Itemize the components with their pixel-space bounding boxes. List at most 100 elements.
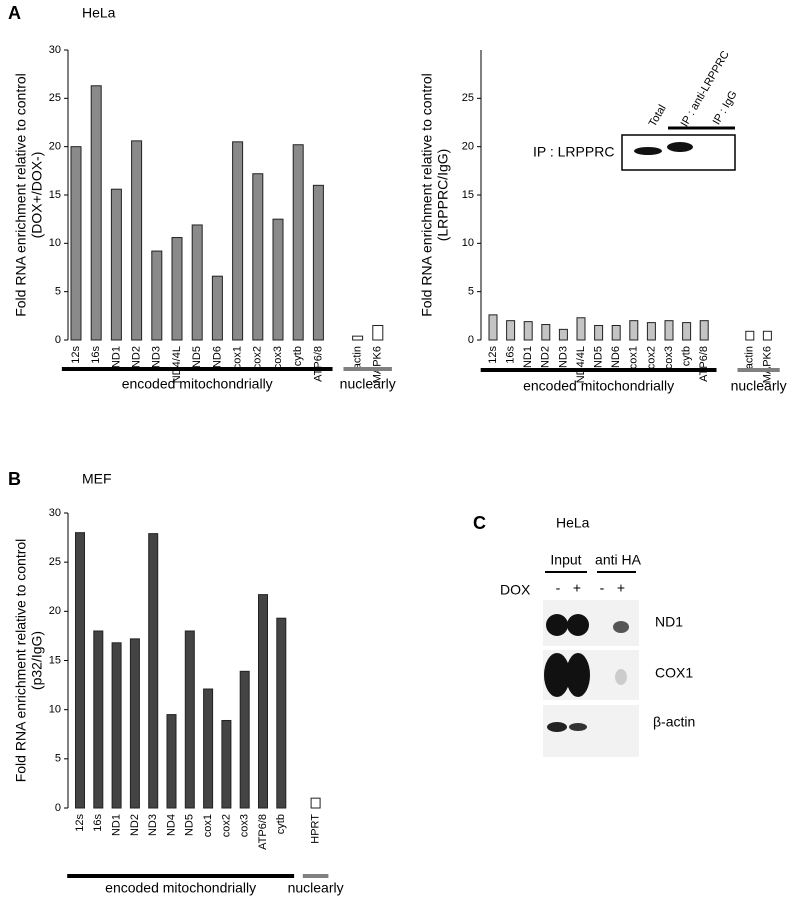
- x-tick-label: 12s: [487, 346, 499, 364]
- bar: [239, 670, 250, 809]
- y-tick-label: 15: [462, 189, 474, 201]
- x-tick-label: 12s: [70, 346, 82, 364]
- x-tick-label: MAPK6: [761, 346, 773, 383]
- bar: [372, 325, 384, 341]
- bar: [191, 224, 203, 341]
- x-tick-label: ND4/4L: [575, 346, 587, 383]
- x-tick-label: actin: [744, 346, 756, 369]
- bar: [523, 321, 533, 341]
- y-tick-label: 20: [49, 605, 61, 617]
- x-tick-label: ND6: [211, 346, 223, 368]
- x-tick-label: cox3: [663, 346, 675, 369]
- inset-blot: IP : LRPPRC Total IP : anti-LRPPRC IP : …: [533, 49, 740, 171]
- y-axis-label: (DOX+/DOX-): [29, 152, 45, 239]
- bar: [646, 322, 656, 341]
- blot-band: [613, 621, 629, 633]
- x-tick-label: ND3: [151, 346, 163, 368]
- bar: [310, 797, 321, 809]
- x-tick-label: ND5: [593, 346, 605, 368]
- bar: [594, 325, 604, 341]
- y-tick-label: 10: [462, 237, 474, 249]
- blot-band: [544, 653, 570, 697]
- x-tick-label: cox2: [645, 346, 657, 369]
- panel-label: A: [8, 3, 21, 23]
- bar: [352, 335, 364, 341]
- x-tick-label: ND1: [522, 346, 534, 368]
- group-label: encoded mitochondrially: [105, 880, 256, 896]
- x-tick-label: HPRT: [310, 814, 322, 844]
- x-tick-label: cox3: [272, 346, 284, 369]
- row-label: ND1: [655, 614, 683, 630]
- y-tick-label: 15: [49, 654, 61, 666]
- bar: [682, 322, 692, 341]
- x-tick-label: ND2: [131, 346, 143, 368]
- blot-band: [634, 147, 662, 155]
- y-axis-label: Fold RNA enrichment relative to control: [13, 539, 29, 783]
- bar: [611, 325, 621, 341]
- lane-label: +: [573, 580, 581, 596]
- blot-band: [547, 722, 567, 732]
- bar: [762, 330, 772, 341]
- bar: [129, 638, 140, 809]
- x-tick-label: cox2: [220, 814, 232, 837]
- group-label: anti HA: [595, 552, 642, 568]
- bar: [151, 250, 163, 341]
- x-tick-label: 16s: [90, 346, 102, 364]
- bar: [252, 173, 264, 341]
- x-tick-label: ATP6/8: [698, 346, 710, 382]
- bar: [111, 642, 122, 809]
- group-label: Input: [550, 552, 581, 568]
- x-tick-label: cytb: [292, 346, 304, 366]
- blot-c: C HeLa Input anti HA DOX - + - + ND1 COX…: [473, 513, 695, 757]
- bar: [699, 320, 709, 341]
- group-label: nuclearly: [731, 378, 787, 394]
- x-tick-label: ND2: [540, 346, 552, 368]
- bar: [272, 218, 284, 341]
- lane-label: IP : IgG: [711, 89, 740, 127]
- lane-label: -: [556, 580, 561, 596]
- x-tick-label: ND2: [129, 814, 141, 836]
- bar: [184, 630, 195, 809]
- bar: [93, 630, 104, 809]
- blot-band: [667, 142, 693, 152]
- x-tick-label: ND3: [147, 814, 159, 836]
- bar: [221, 719, 232, 809]
- bar: [232, 141, 244, 341]
- bar: [292, 144, 304, 341]
- y-axis-label: (p32/IgG): [29, 631, 45, 690]
- group-label: encoded mitochondrially: [122, 376, 273, 392]
- blot-band: [567, 614, 589, 636]
- y-tick-label: 0: [55, 802, 61, 814]
- blot-band: [566, 653, 590, 697]
- blot-band: [546, 614, 568, 636]
- x-tick-label: MAPK6: [372, 346, 384, 383]
- y-axis-label: Fold RNA enrichment relative to control: [419, 73, 435, 317]
- x-tick-label: ND6: [610, 346, 622, 368]
- y-tick-label: 15: [49, 189, 61, 201]
- x-tick-label: ND3: [557, 346, 569, 368]
- panel-label: B: [8, 469, 21, 489]
- x-tick-label: cytb: [681, 346, 693, 366]
- x-tick-label: cytb: [275, 814, 287, 834]
- cell-line: HeLa: [556, 515, 590, 531]
- group-label: nuclearly: [288, 880, 344, 896]
- x-tick-label: ND5: [191, 346, 203, 368]
- bar: [166, 714, 177, 809]
- x-tick-label: ND5: [184, 814, 196, 836]
- bar: [75, 532, 85, 809]
- bar: [506, 320, 516, 341]
- group-label: nuclearly: [340, 376, 396, 392]
- x-tick-label: ND4/4L: [171, 346, 183, 383]
- bar: [488, 314, 498, 341]
- bar: [70, 146, 82, 341]
- cell-line: HeLa: [82, 5, 116, 21]
- bar: [664, 320, 674, 341]
- y-tick-label: 5: [468, 286, 474, 298]
- y-tick-label: 30: [49, 507, 61, 519]
- blot-band: [615, 669, 627, 685]
- bar: [312, 184, 324, 341]
- bar: [276, 617, 287, 809]
- y-axis-label: Fold RNA enrichment relative to control: [13, 73, 29, 317]
- x-tick-label: ND1: [111, 814, 123, 836]
